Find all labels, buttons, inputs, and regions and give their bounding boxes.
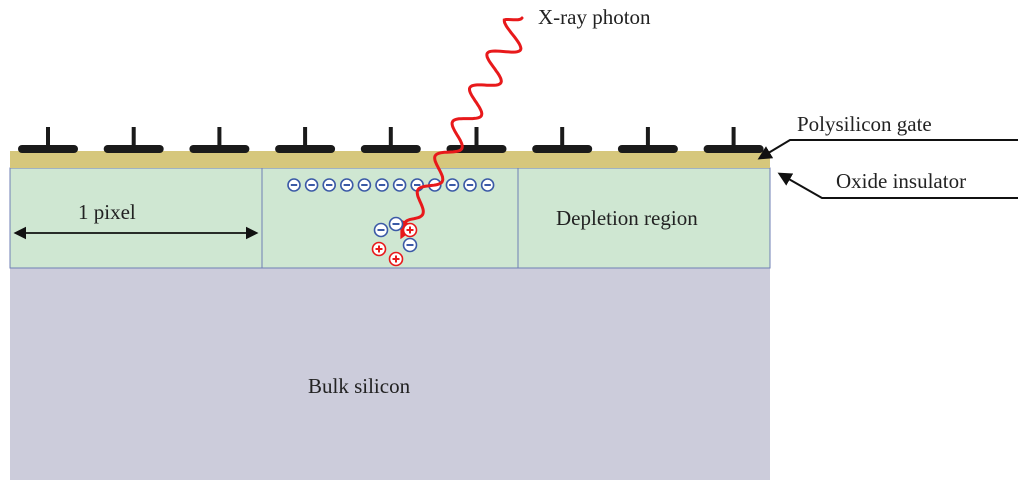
x-ray-photon-path [400, 16, 524, 240]
electron-charge [480, 178, 495, 192]
gate-label: Polysilicon gate [797, 112, 932, 136]
electron-charge [339, 178, 354, 192]
polysilicon-gate [103, 127, 164, 153]
electron-charge [304, 178, 319, 192]
polysilicon-gate [532, 127, 593, 153]
polysilicon-gate [189, 127, 250, 153]
electron-charge [402, 237, 418, 253]
electron-charge [322, 178, 337, 192]
electron-charge [357, 178, 372, 192]
pixel-label: 1 pixel [78, 200, 136, 224]
polysilicon-gate [617, 127, 678, 153]
polysilicon-gate [275, 127, 336, 153]
polysilicon-gate [703, 127, 764, 153]
electron-charge [373, 222, 389, 238]
hole-charge [388, 251, 404, 267]
polysilicon-gate [18, 127, 78, 153]
depletion-region [9, 167, 771, 269]
hole-charge [402, 222, 418, 238]
photon-label: X-ray photon [538, 5, 651, 29]
polysilicon-gate [360, 127, 421, 153]
bulk-label: Bulk silicon [308, 374, 411, 398]
bulk-silicon-region [10, 268, 770, 480]
hole-charge [371, 241, 387, 257]
electron-charge [463, 178, 477, 192]
oxide-label: Oxide insulator [836, 169, 966, 193]
electron-charge [392, 178, 407, 192]
oxide-callout-line [777, 172, 1018, 199]
gate-callout-line [757, 139, 1018, 160]
electron-hole-pairs [371, 216, 418, 267]
electron-charge [375, 178, 389, 192]
oxide-insulator-layer [10, 151, 770, 168]
trapped-electrons [287, 178, 495, 192]
depletion-label: Depletion region [556, 206, 698, 230]
electron-charge [445, 178, 460, 192]
electron-charge [287, 178, 301, 192]
electron-charge [388, 216, 404, 232]
polysilicon-gates [18, 127, 764, 153]
